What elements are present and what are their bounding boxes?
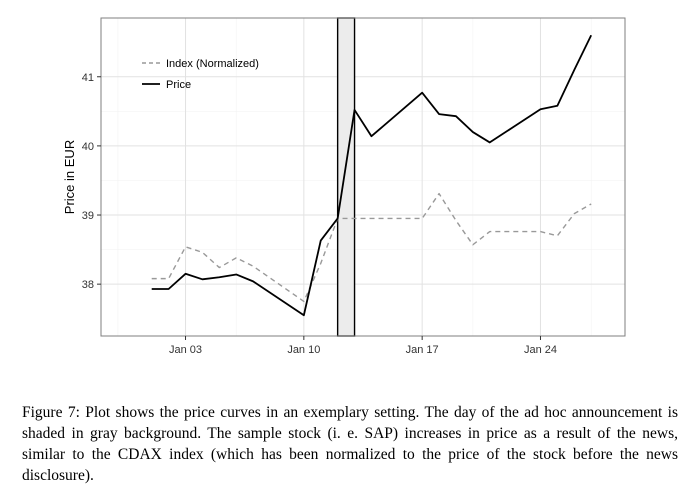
legend-label-price: Price: [166, 79, 191, 91]
y-tick-label: 39: [82, 210, 94, 222]
y-tick-label: 38: [82, 279, 94, 291]
x-tick-label: Jan 24: [524, 344, 557, 356]
y-axis-title: Price in EUR: [62, 140, 77, 214]
x-tick-label: Jan 17: [406, 344, 439, 356]
series-line-index: [151, 192, 592, 303]
announcement-highlight: [336, 17, 356, 337]
panel-background: [101, 18, 625, 336]
y-tick-label: 40: [82, 141, 94, 153]
plot-panel: [100, 17, 626, 337]
x-tick-label: Jan 03: [169, 344, 202, 356]
x-tick-label: Jan 10: [287, 344, 320, 356]
grid: [101, 18, 625, 336]
series-layer: [151, 34, 592, 317]
y-axis: 38 39 40 41: [82, 72, 101, 291]
figure-caption: Figure 7: Plot shows the price curves in…: [22, 404, 678, 484]
x-axis: Jan 03 Jan 10 Jan 17 Jan 24: [169, 336, 557, 356]
y-tick-label: 41: [82, 72, 94, 84]
panel-border: [100, 17, 626, 337]
legend: Index (Normalized) Price: [142, 58, 259, 91]
legend-label-index: Index (Normalized): [166, 58, 259, 70]
price-chart: Jan 03 Jan 10 Jan 17 Jan 24 38 39 40 41 Price …: [62, 17, 626, 356]
series-line-price: [151, 34, 592, 317]
